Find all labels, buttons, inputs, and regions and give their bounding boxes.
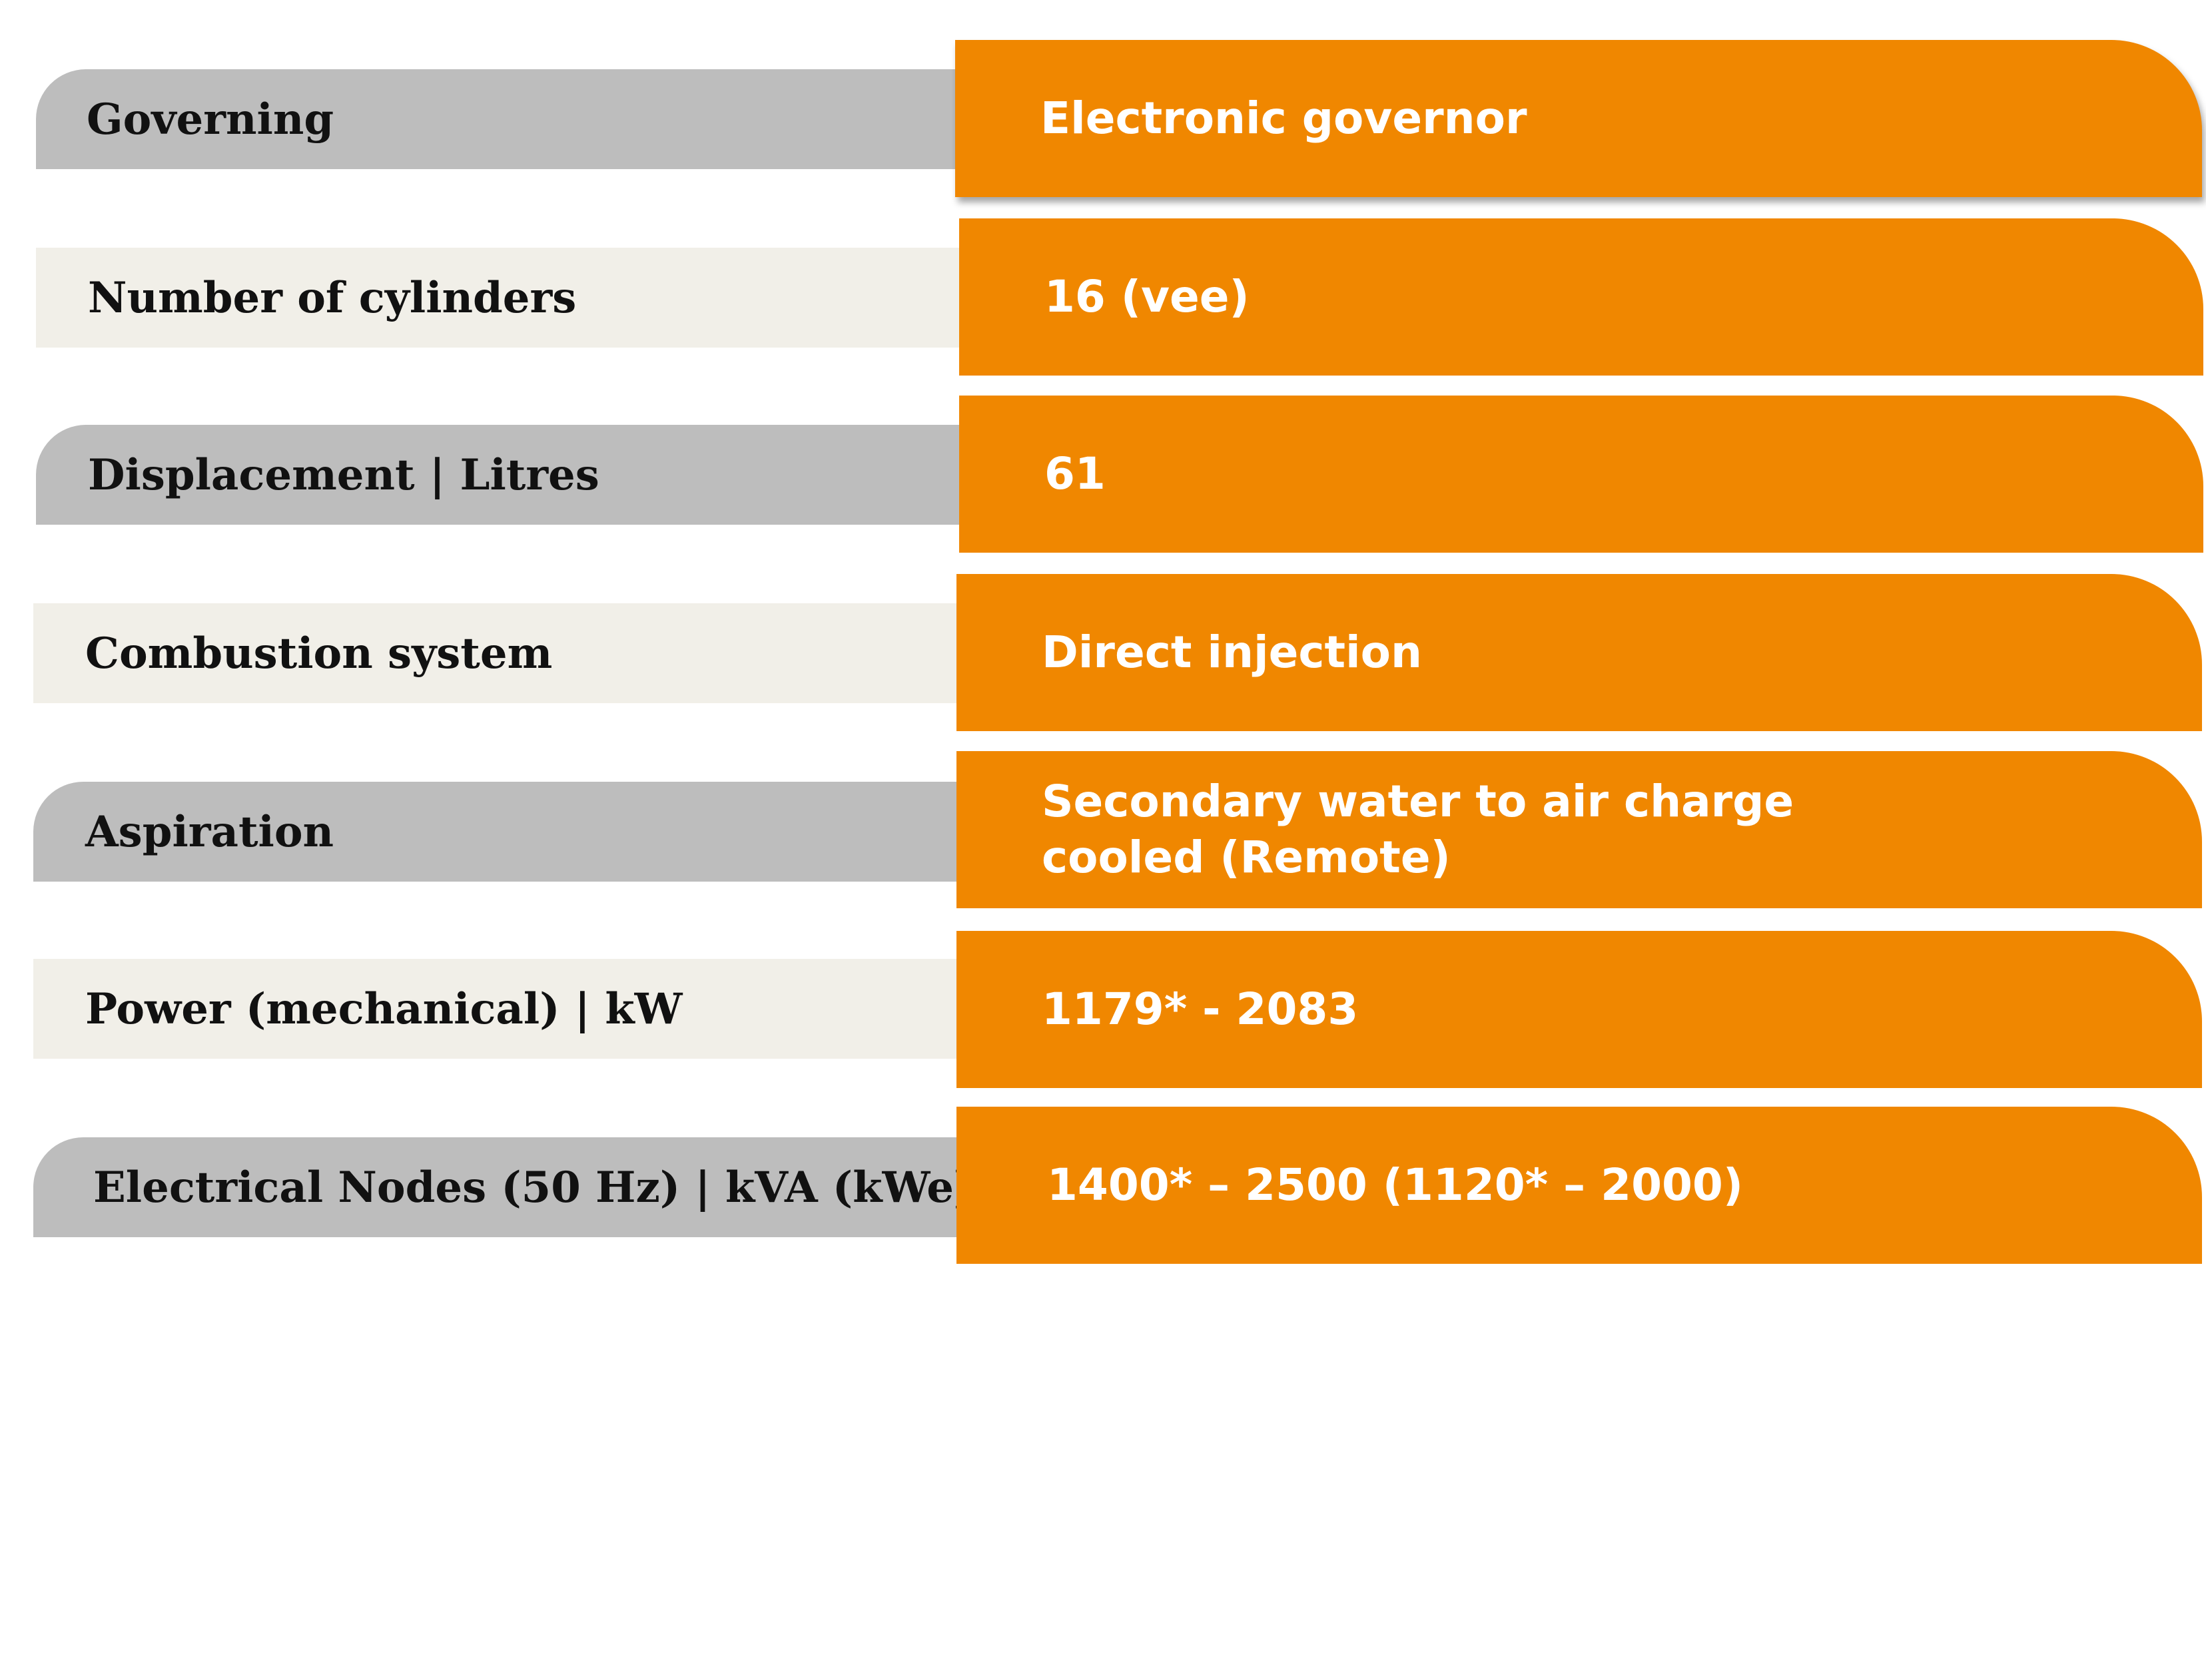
spec-value-governing: Electronic governor (955, 40, 2202, 197)
spec-label-cylinders: Number of cylinders (36, 248, 959, 348)
spec-label-governing: Governing (36, 69, 955, 169)
spec-label-displacement: Displacement | Litres (36, 425, 959, 525)
spec-value-aspiration: Secondary water to air charge cooled (Re… (956, 751, 2202, 908)
spec-value-power: 1179* - 2083 (956, 931, 2202, 1088)
spec-label-power: Power (mechanical) | kW (33, 959, 956, 1059)
spec-label-aspiration: Aspiration (33, 782, 956, 882)
spec-value-displacement: 61 (959, 396, 2203, 553)
spec-label-electrical-nodes: Electrical Nodes (50 Hz) | kVA (kWe) (33, 1137, 974, 1237)
spec-value-electrical-nodes: 1400* – 2500 (1120* – 2000) (956, 1107, 2202, 1264)
spec-value-combustion: Direct injection (956, 574, 2202, 731)
spec-label-combustion: Combustion system (33, 603, 956, 703)
spec-value-cylinders: 16 (vee) (959, 218, 2203, 376)
